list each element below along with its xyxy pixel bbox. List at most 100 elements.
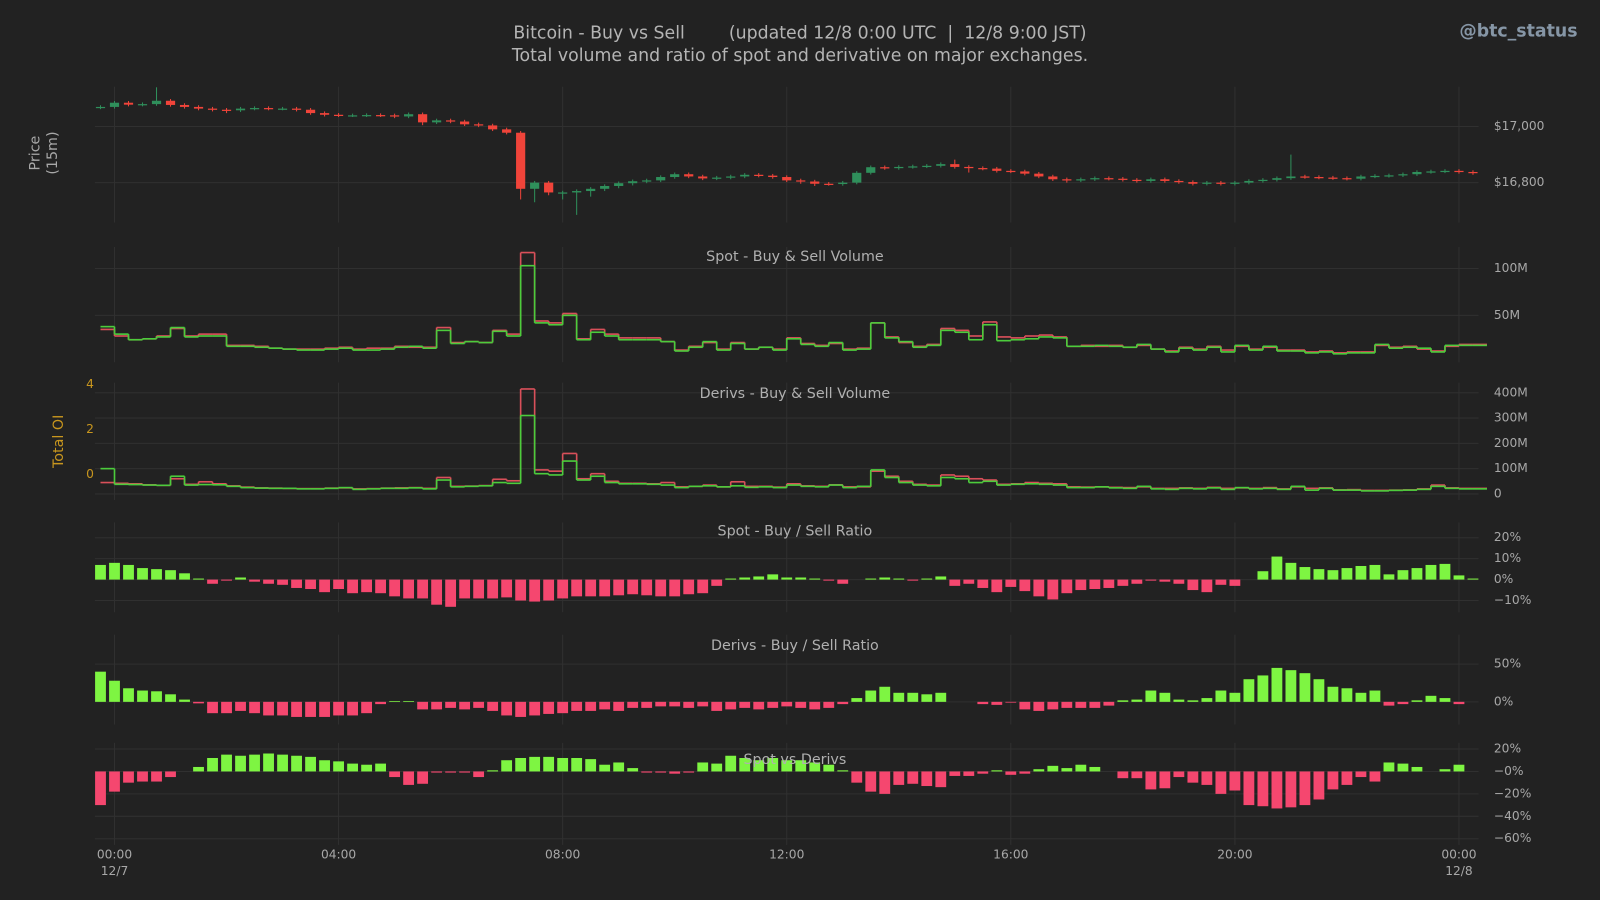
- bar: [557, 701, 569, 714]
- candle-body: [207, 108, 218, 110]
- bar: [95, 671, 106, 702]
- bar: [739, 577, 751, 580]
- bar: [1005, 771, 1017, 775]
- bar: [711, 579, 723, 586]
- y-tick-label: $17,000: [1494, 119, 1545, 133]
- bar: [627, 701, 639, 708]
- bar: [1089, 766, 1101, 772]
- bar: [1383, 701, 1395, 706]
- candle-body: [684, 174, 694, 177]
- candle-body: [824, 183, 834, 185]
- bar: [1159, 579, 1171, 582]
- candle-body: [1370, 175, 1380, 178]
- bar: [319, 579, 330, 593]
- bar: [851, 698, 863, 702]
- x-tick-label: 04:00: [321, 848, 356, 862]
- bar: [249, 754, 260, 772]
- bar: [501, 701, 513, 716]
- bar: [1061, 579, 1073, 594]
- candle-body: [740, 174, 750, 177]
- bar: [739, 757, 751, 772]
- bar: [1453, 764, 1465, 772]
- bar: [473, 579, 485, 599]
- candle-body: [109, 102, 120, 107]
- bar: [193, 766, 204, 772]
- x-tick-label: 00:00: [1441, 848, 1476, 862]
- bar: [1369, 690, 1381, 702]
- bar: [95, 564, 106, 580]
- bar: [725, 701, 737, 710]
- panel-title: Spot - Buy / Sell Ratio: [718, 524, 873, 540]
- bar: [837, 579, 849, 584]
- y-axis-label: Price: [28, 135, 44, 170]
- candle-body: [418, 114, 428, 123]
- candle-body: [614, 183, 624, 186]
- y-tick-label: $16,800: [1494, 175, 1545, 189]
- candle-body: [1160, 179, 1170, 181]
- bar: [291, 579, 302, 588]
- y2-axis-label: Total OI: [51, 415, 67, 469]
- bar: [1299, 771, 1311, 806]
- bar: [571, 701, 583, 711]
- candle-body: [838, 182, 848, 185]
- bar: [1117, 579, 1129, 586]
- bar: [235, 755, 246, 772]
- bar: [347, 763, 358, 772]
- chart-subtitle: Total volume and ratio of spot and deriv…: [511, 46, 1088, 66]
- bar: [515, 701, 527, 717]
- bar: [165, 570, 176, 580]
- bar: [1159, 692, 1171, 702]
- y2-tick-label: 4: [86, 377, 94, 391]
- candle-body: [894, 166, 904, 169]
- bar: [333, 701, 344, 716]
- candle-body: [1272, 178, 1282, 180]
- bar: [403, 771, 415, 785]
- candle-body: [235, 108, 246, 111]
- candle-body: [1006, 170, 1016, 173]
- bar: [459, 579, 471, 599]
- candle-body: [488, 125, 498, 130]
- candle-body: [1258, 179, 1268, 182]
- bar: [137, 568, 148, 580]
- x-tick-label: 16:00: [993, 848, 1028, 862]
- bar: [571, 579, 583, 597]
- bar: [865, 771, 877, 792]
- candle-body: [319, 113, 330, 115]
- bar: [599, 701, 611, 710]
- bar: [1439, 769, 1451, 772]
- bar: [1397, 570, 1409, 580]
- bar: [669, 701, 681, 707]
- candle-body: [1398, 174, 1408, 176]
- y-tick-label: −10%: [1494, 593, 1531, 607]
- bar: [1411, 568, 1423, 580]
- bar: [1453, 701, 1465, 705]
- bar: [151, 771, 162, 782]
- bar: [1187, 579, 1199, 591]
- bar: [1355, 771, 1367, 778]
- bar: [1103, 701, 1115, 706]
- candle-body: [726, 176, 736, 178]
- y-tick-label: 400M: [1494, 385, 1528, 399]
- bar: [109, 562, 120, 580]
- bar: [1271, 667, 1283, 702]
- panel-title: Derivs - Buy & Sell Volume: [700, 386, 891, 402]
- candle-body: [754, 174, 764, 177]
- candle-body: [1384, 175, 1394, 177]
- bar: [697, 579, 709, 594]
- bar: [221, 701, 232, 714]
- bar: [543, 756, 555, 772]
- bar: [123, 564, 134, 580]
- handle: @btc_status: [1459, 22, 1577, 42]
- bar: [1439, 698, 1451, 702]
- bar: [1215, 771, 1227, 794]
- step-riser: [113, 415, 1460, 491]
- bar: [1173, 579, 1185, 584]
- bar: [179, 699, 190, 702]
- candle-body: [151, 100, 162, 105]
- bar: [1411, 766, 1423, 772]
- bar: [277, 701, 288, 716]
- bar: [375, 701, 387, 705]
- candle-body: [712, 177, 722, 179]
- bar: [907, 692, 919, 702]
- bar: [333, 761, 344, 772]
